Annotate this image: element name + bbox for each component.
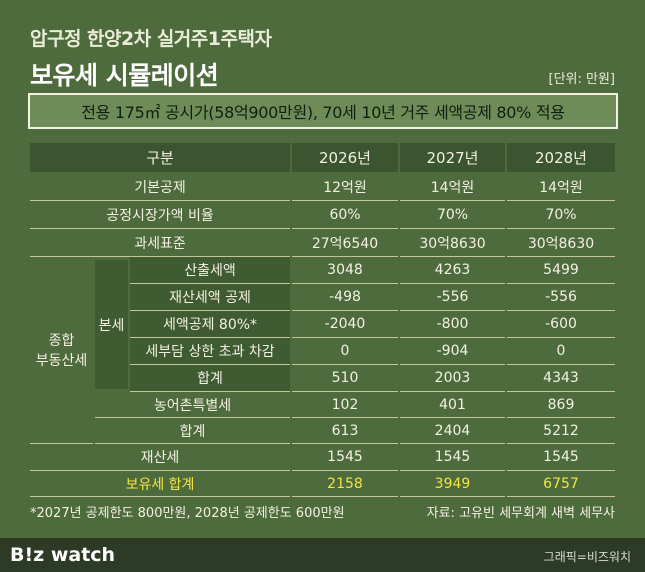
row-label: 합계 <box>130 365 290 392</box>
condition-banner: 전용 175㎡ 공시가(58억900만원), 70세 10년 거주 세액공제 8… <box>28 93 618 129</box>
value-cell: 4263 <box>400 257 505 284</box>
value-cell: 1545 <box>292 444 398 471</box>
value-cell: -498 <box>292 284 398 311</box>
value-cell: -800 <box>400 311 505 338</box>
value-cell: 70% <box>507 201 615 229</box>
subtitle: 보유세 시뮬레이션 <box>30 61 219 90</box>
row-label: 재산세액 공제 <box>130 284 290 311</box>
value-cell: 510 <box>292 365 398 392</box>
table: 구분 2026년 2027년 2028년 기본공제 12억원 14억원 14억원 공정시장가액 … <box>30 143 615 497</box>
value-cell: -600 <box>507 311 615 338</box>
value-cell: 613 <box>292 418 398 444</box>
row-label: 산출세액 <box>130 257 290 284</box>
value-cell: 3949 <box>400 471 505 497</box>
column-header: 구분 <box>30 143 290 172</box>
value-cell: 14억원 <box>400 173 505 201</box>
group-label: 종합 부동산세 <box>30 257 93 444</box>
row-label: 보유세 합계 <box>30 471 290 497</box>
value-cell: 1545 <box>400 444 505 471</box>
unit-note: [단위: 만원] <box>548 72 616 87</box>
footer-bar <box>0 538 645 572</box>
column-header: 2028년 <box>507 143 615 172</box>
value-cell: 2158 <box>292 471 398 497</box>
row-label: 농어촌특별세 <box>95 392 290 418</box>
value-cell: -904 <box>400 338 505 365</box>
value-cell: 30억8630 <box>400 229 505 257</box>
value-cell: 2003 <box>400 365 505 392</box>
value-cell: 401 <box>400 392 505 418</box>
footnote: *2027년 공제한도 800만원, 2028년 공제한도 600만원 <box>30 506 345 521</box>
row-label: 세액공제 80%* <box>130 311 290 338</box>
value-cell: 0 <box>292 338 398 365</box>
value-cell: 0 <box>507 338 615 365</box>
value-cell: 1545 <box>507 444 615 471</box>
logo: B!z watch <box>10 544 116 566</box>
value-cell: 5212 <box>507 418 615 444</box>
value-cell: 102 <box>292 392 398 418</box>
value-cell: -556 <box>507 284 615 311</box>
value-cell: 60% <box>292 201 398 229</box>
subgroup-label: 본세 <box>95 260 128 389</box>
column-header: 2027년 <box>400 143 505 172</box>
value-cell: 12억원 <box>292 173 398 201</box>
value-cell: 869 <box>507 392 615 418</box>
title: 압구정 한양2차 실거주1주택자 <box>30 28 272 50</box>
value-cell: 4343 <box>507 365 615 392</box>
value-cell: 6757 <box>507 471 615 497</box>
value-cell: 70% <box>400 201 505 229</box>
row-label: 재산세 <box>30 444 290 471</box>
value-cell: 14억원 <box>507 173 615 201</box>
value-cell: 2404 <box>400 418 505 444</box>
row-label: 기본공제 <box>30 173 290 201</box>
source: 자료: 고유빈 세무회계 새벽 세무사 <box>426 506 615 521</box>
row-label: 합계 <box>95 418 290 444</box>
credit: 그래픽=비즈워치 <box>543 550 631 564</box>
value-cell: 5499 <box>507 257 615 284</box>
value-cell: 30억8630 <box>507 229 615 257</box>
row-label: 세부담 상한 초과 차감 <box>130 338 290 365</box>
column-header: 2026년 <box>292 143 398 172</box>
value-cell: 27억6540 <box>292 229 398 257</box>
row-label: 공정시장가액 비율 <box>30 201 290 229</box>
value-cell: 3048 <box>292 257 398 284</box>
row-label: 과세표준 <box>30 229 290 257</box>
value-cell: -556 <box>400 284 505 311</box>
value-cell: -2040 <box>292 311 398 338</box>
